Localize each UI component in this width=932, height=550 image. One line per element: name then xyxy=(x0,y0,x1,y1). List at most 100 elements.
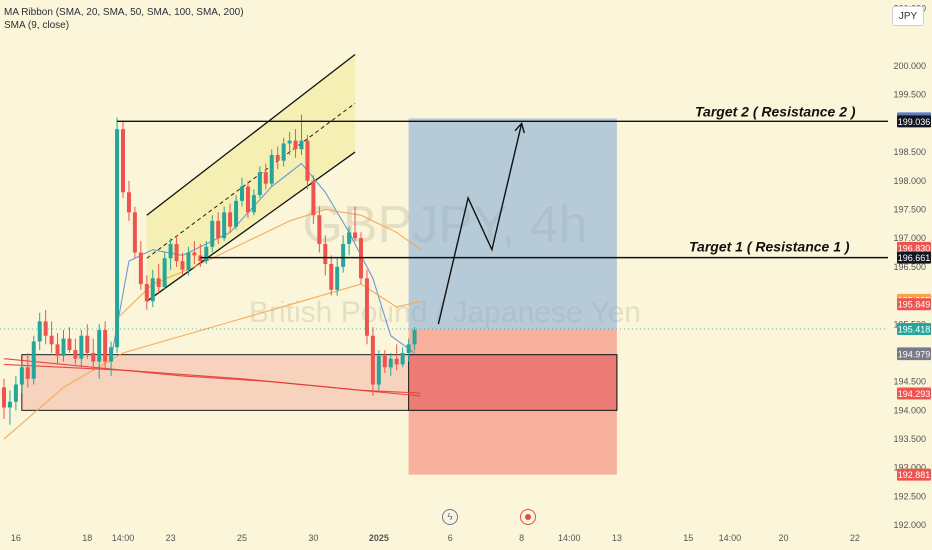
record-icon[interactable] xyxy=(520,509,536,525)
price-tick: 194.000 xyxy=(893,405,926,415)
candle-body[interactable] xyxy=(162,258,167,287)
time-tick: 14:00 xyxy=(719,533,742,543)
candle-body[interactable] xyxy=(382,355,387,368)
candle-body[interactable] xyxy=(13,384,18,402)
candle-body[interactable] xyxy=(240,186,244,201)
candle-body[interactable] xyxy=(126,192,131,213)
candle-body[interactable] xyxy=(406,344,411,353)
price-badge-label: 199.036 xyxy=(898,117,931,127)
candle-body[interactable] xyxy=(364,278,369,336)
indicator-legend[interactable]: MA Ribbon (SMA, 20, SMA, 50, SMA, 100, S… xyxy=(4,6,244,32)
candle-body[interactable] xyxy=(109,347,114,362)
projection-path[interactable] xyxy=(437,123,523,325)
candle-body[interactable] xyxy=(91,352,96,362)
candle-body[interactable] xyxy=(79,335,84,359)
target-2-label: Target 2 ( Resistance 2 ) xyxy=(695,103,856,119)
price-badge-label: 196.830 xyxy=(898,243,931,253)
candle-body[interactable] xyxy=(228,212,233,227)
candle-body[interactable] xyxy=(31,341,36,379)
candle-body[interactable] xyxy=(192,252,197,256)
candle-body[interactable] xyxy=(251,195,256,213)
candle-body[interactable] xyxy=(305,140,310,181)
candle-body[interactable] xyxy=(43,321,48,336)
candle-body[interactable] xyxy=(394,358,399,365)
candle-body[interactable] xyxy=(234,200,239,227)
target-zone[interactable] xyxy=(408,118,617,329)
candle-body[interactable] xyxy=(347,232,352,244)
price-badge[interactable] xyxy=(897,322,931,335)
candle-body[interactable] xyxy=(49,335,54,345)
time-tick: 15 xyxy=(683,533,693,543)
candle-body[interactable] xyxy=(370,335,375,385)
candle-body[interactable] xyxy=(353,232,358,239)
candle-body[interactable] xyxy=(257,172,262,196)
candle-body[interactable] xyxy=(335,266,340,290)
price-badge[interactable] xyxy=(897,468,931,481)
channel-lower-line[interactable] xyxy=(146,151,356,302)
candle-body[interactable] xyxy=(132,212,137,253)
ma-ribbon-legend[interactable]: MA Ribbon (SMA, 20, SMA, 50, SMA, 100, S… xyxy=(4,7,244,18)
price-badge[interactable] xyxy=(897,298,931,311)
candle-body[interactable] xyxy=(299,140,304,150)
candle-body[interactable] xyxy=(341,243,346,267)
candle-body[interactable] xyxy=(281,143,286,161)
ma-line-4 xyxy=(3,363,421,397)
price-tick: 200.000 xyxy=(893,61,926,71)
candle-body[interactable] xyxy=(400,352,405,365)
candle-body[interactable] xyxy=(222,212,227,239)
candle-body[interactable] xyxy=(180,261,185,270)
candle-body[interactable] xyxy=(2,387,6,408)
candle-body[interactable] xyxy=(287,140,292,144)
candle-body[interactable] xyxy=(121,129,125,193)
candle-body[interactable] xyxy=(388,358,393,368)
candle-body[interactable] xyxy=(216,220,221,239)
candle-body[interactable] xyxy=(67,338,72,351)
price-badge[interactable] xyxy=(897,387,931,400)
candle-body[interactable] xyxy=(174,243,179,262)
candle-body[interactable] xyxy=(269,154,274,184)
candle-body[interactable] xyxy=(186,252,191,270)
channel-upper-line[interactable] xyxy=(146,54,356,216)
candle-body[interactable] xyxy=(317,215,322,244)
candle-body[interactable] xyxy=(263,172,268,184)
candle-body[interactable] xyxy=(25,367,30,379)
candle-body[interactable] xyxy=(19,367,24,385)
currency-badge[interactable]: JPY xyxy=(892,6,924,26)
candle-body[interactable] xyxy=(37,321,42,342)
time-tick: 23 xyxy=(166,533,176,543)
price-badge[interactable] xyxy=(897,241,931,254)
candle-body[interactable] xyxy=(412,330,417,345)
candle-body[interactable] xyxy=(7,401,12,408)
candle-body[interactable] xyxy=(204,246,209,262)
candle-body[interactable] xyxy=(210,220,215,247)
candle-body[interactable] xyxy=(97,330,102,362)
time-tick: 13 xyxy=(612,533,622,543)
candle-body[interactable] xyxy=(156,278,161,287)
candle-body[interactable] xyxy=(293,140,298,150)
candle-body[interactable] xyxy=(85,335,90,353)
lightning-icon[interactable]: ϟ xyxy=(442,509,458,525)
candle-body[interactable] xyxy=(73,350,78,359)
candle-body[interactable] xyxy=(115,129,120,348)
price-badge[interactable] xyxy=(897,251,931,264)
candle-body[interactable] xyxy=(168,243,173,259)
candle-body[interactable] xyxy=(55,344,60,356)
candle-body[interactable] xyxy=(138,252,143,285)
price-badge[interactable] xyxy=(897,348,931,361)
price-badge[interactable] xyxy=(897,115,931,128)
price-tick: 196.500 xyxy=(893,262,926,272)
candle-body[interactable] xyxy=(144,284,149,302)
candle-body[interactable] xyxy=(275,154,280,161)
candle-body[interactable] xyxy=(329,264,334,290)
sma-legend[interactable]: SMA (9, close) xyxy=(4,20,70,31)
candle-body[interactable] xyxy=(245,186,250,213)
candle-body[interactable] xyxy=(376,355,381,385)
candle-body[interactable] xyxy=(61,338,66,356)
candle-body[interactable] xyxy=(323,243,328,264)
candle-body[interactable] xyxy=(150,278,155,302)
price-badge-label: 194.293 xyxy=(898,389,931,399)
candle-body[interactable] xyxy=(311,180,316,216)
candle-body[interactable] xyxy=(103,330,108,362)
